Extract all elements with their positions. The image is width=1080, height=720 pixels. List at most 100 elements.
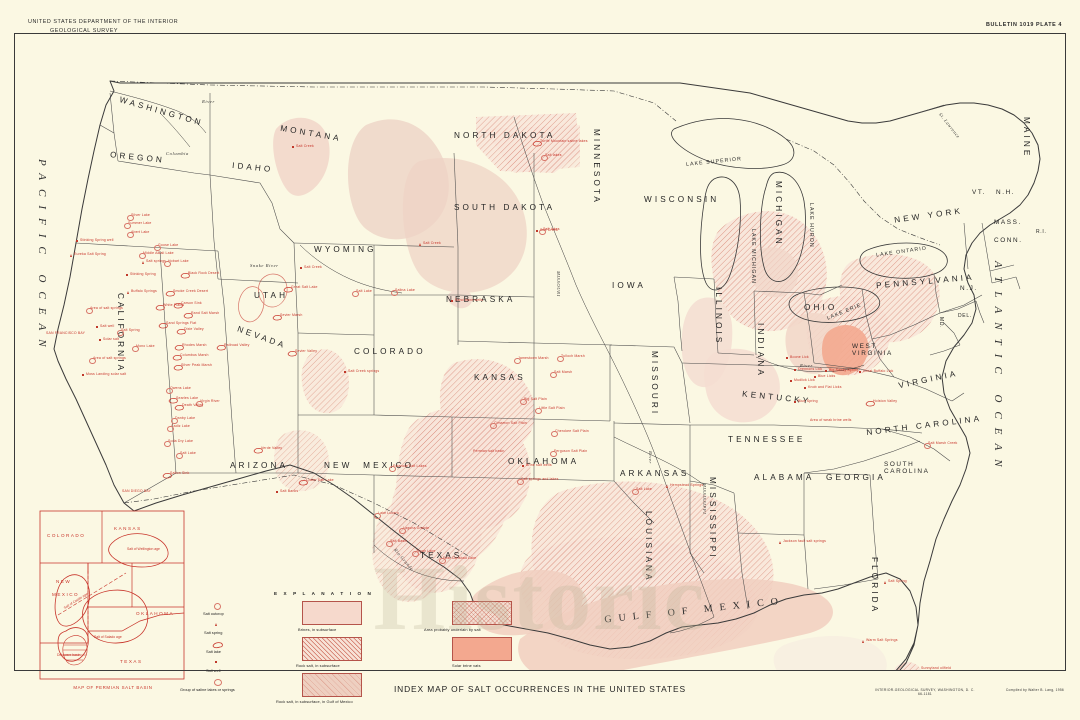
- rock-salt-gulf-swatch: [302, 673, 362, 697]
- salt-lake-icon: [162, 473, 172, 479]
- salt-outcrop-icon: [399, 528, 406, 534]
- salt-outcrop-icon: [132, 346, 139, 352]
- salt-outcrop-icon: [541, 155, 548, 161]
- agency-line-1: UNITED STATES DEPARTMENT OF THE INTERIOR: [28, 19, 179, 25]
- salt-spring-icon: [779, 541, 781, 544]
- salt-spring-icon: [142, 261, 144, 264]
- printer-line-1: INTERIOR-GEOLOGICAL SURVEY, WASHINGTON, …: [875, 688, 975, 692]
- inset-label-mexico: MEXICO: [52, 592, 80, 597]
- salt-lake-icon: [174, 345, 184, 351]
- salt-spring-icon: [215, 623, 217, 626]
- salt-well-icon: [126, 274, 129, 277]
- printer-credit: INTERIOR-GEOLOGICAL SURVEY, WASHINGTON, …: [830, 688, 1020, 696]
- salt-well-icon: [786, 357, 789, 360]
- inset-label-texas: TEXAS: [120, 659, 143, 664]
- inset-map-svg: [39, 510, 185, 680]
- salt-well-icon: [859, 371, 862, 374]
- salt-well-icon: [536, 230, 539, 233]
- salt-lake-icon: [212, 642, 223, 649]
- agency-line-2: GEOLOGICAL SURVEY: [50, 28, 119, 34]
- salt-well-icon: [790, 380, 793, 383]
- salt-lake-icon: [865, 401, 875, 407]
- salt-lake-icon: [180, 273, 190, 279]
- salt-well-icon: [825, 370, 828, 373]
- salt-outcrop-icon: [139, 253, 146, 259]
- area-underlain-swatch: [452, 601, 512, 625]
- inset-label-new: NEW: [56, 579, 72, 584]
- salt-lake-icon: [183, 313, 193, 319]
- salt-outcrop-icon: [89, 358, 96, 364]
- salt-well-icon: [451, 300, 454, 303]
- salt-well-icon: [276, 491, 279, 494]
- salt-outcrop-icon: [117, 330, 124, 336]
- salt-outcrop-icon: [550, 372, 557, 378]
- salt-lake-icon: [155, 305, 165, 311]
- salt-well-icon: [794, 369, 797, 372]
- salt-lake-icon: [172, 355, 182, 361]
- salt-spring-icon: [666, 485, 668, 488]
- salt-well-icon: [99, 339, 102, 342]
- legend-label-group-saline-lakes: Group of saline lakes or springs: [180, 687, 235, 692]
- salt-outcrop-icon: [924, 443, 931, 449]
- salt-outcrop-icon: [176, 453, 183, 459]
- salt-lake-icon: [173, 303, 183, 309]
- salt-lake-icon: [216, 345, 226, 351]
- salt-lake-icon: [174, 405, 184, 411]
- legend-title: E X P L A N A T I O N: [274, 591, 374, 596]
- salt-outcrop-icon: [86, 308, 93, 314]
- legend-label-salt-spring: Salt spring: [204, 630, 223, 635]
- salt-outcrop-icon: [196, 401, 203, 407]
- salt-outcrop-icon: [412, 551, 419, 557]
- map-title: INDEX MAP OF SALT OCCURRENCES IN THE UNI…: [393, 684, 687, 694]
- salt-well-icon: [522, 465, 525, 468]
- salt-outcrop-icon: [154, 245, 161, 251]
- inset-label-oklahoma: OKLAHOMA: [136, 611, 175, 616]
- compiler-credit: Compiled by Walter B. Lang, 1956: [1005, 688, 1064, 692]
- salt-spring-icon: [862, 640, 864, 643]
- solar-brine-vats-swatch: [452, 637, 512, 661]
- inset-label-delaware-basin: Delaware basin: [57, 653, 81, 657]
- salt-outcrop-icon: [514, 358, 521, 364]
- legend-label-rock-salt-gulf: Rock salt, in subsurface, in Gulf of Mex…: [276, 699, 353, 704]
- salt-well-icon: [300, 267, 303, 270]
- legend-label-salt-outcrop: Salt outcrop: [203, 611, 224, 616]
- salt-well-icon: [292, 146, 295, 149]
- salt-lake-icon: [158, 323, 168, 329]
- salt-well-icon: [794, 401, 797, 404]
- salt-well-icon: [76, 240, 79, 243]
- salt-lake-icon: [287, 351, 297, 357]
- salt-spring-icon: [70, 254, 72, 257]
- rock-salt-subsurface-swatch: [302, 637, 362, 661]
- us-map-svg: [53, 80, 1041, 671]
- inset-title: MAP OF PERMIAN SALT BASIN: [73, 685, 153, 690]
- salt-well-icon: [814, 376, 817, 379]
- salt-lake-icon: [173, 365, 183, 371]
- legend-label-brine-subsurface: Brines, in subsurface: [298, 627, 337, 632]
- salt-lake-icon: [165, 291, 175, 297]
- salt-well-icon: [96, 326, 99, 329]
- salt-outcrop-icon: [520, 399, 527, 405]
- salt-outcrop-icon: [167, 426, 174, 432]
- salt-outcrop-icon: [535, 408, 542, 414]
- printer-line-2: 66-1181: [918, 692, 932, 696]
- salt-spring-icon: [127, 291, 129, 294]
- salt-outcrop-icon: [374, 513, 381, 519]
- legend-label-area-underlain: Area probably underlain by salt: [424, 627, 481, 632]
- salt-outcrop-icon: [127, 215, 134, 221]
- brine-subsurface-swatch: [302, 601, 362, 625]
- salt-spring-icon: [884, 581, 886, 584]
- salt-lake-icon: [168, 398, 178, 404]
- legend-label-rock-salt-subsurface: Rock salt, in subsurface: [296, 663, 340, 668]
- legend-explanation: E X P L A N A T I O N Salt outcrop Salt …: [180, 589, 622, 704]
- map-neatline: [14, 33, 1066, 671]
- salt-outcrop-icon: [517, 479, 524, 485]
- salt-well-icon: [804, 387, 807, 390]
- salt-outcrop-icon: [214, 603, 221, 610]
- salt-outcrop-icon: [389, 466, 396, 472]
- salt-outcrop-icon: [171, 418, 178, 424]
- salt-outcrop-icon: [490, 423, 497, 429]
- salt-lake-icon: [272, 315, 282, 321]
- salt-outcrop-icon: [632, 489, 639, 495]
- salt-outcrop-icon: [166, 388, 173, 394]
- legend-label-salt-lake: Salt lake: [206, 649, 221, 654]
